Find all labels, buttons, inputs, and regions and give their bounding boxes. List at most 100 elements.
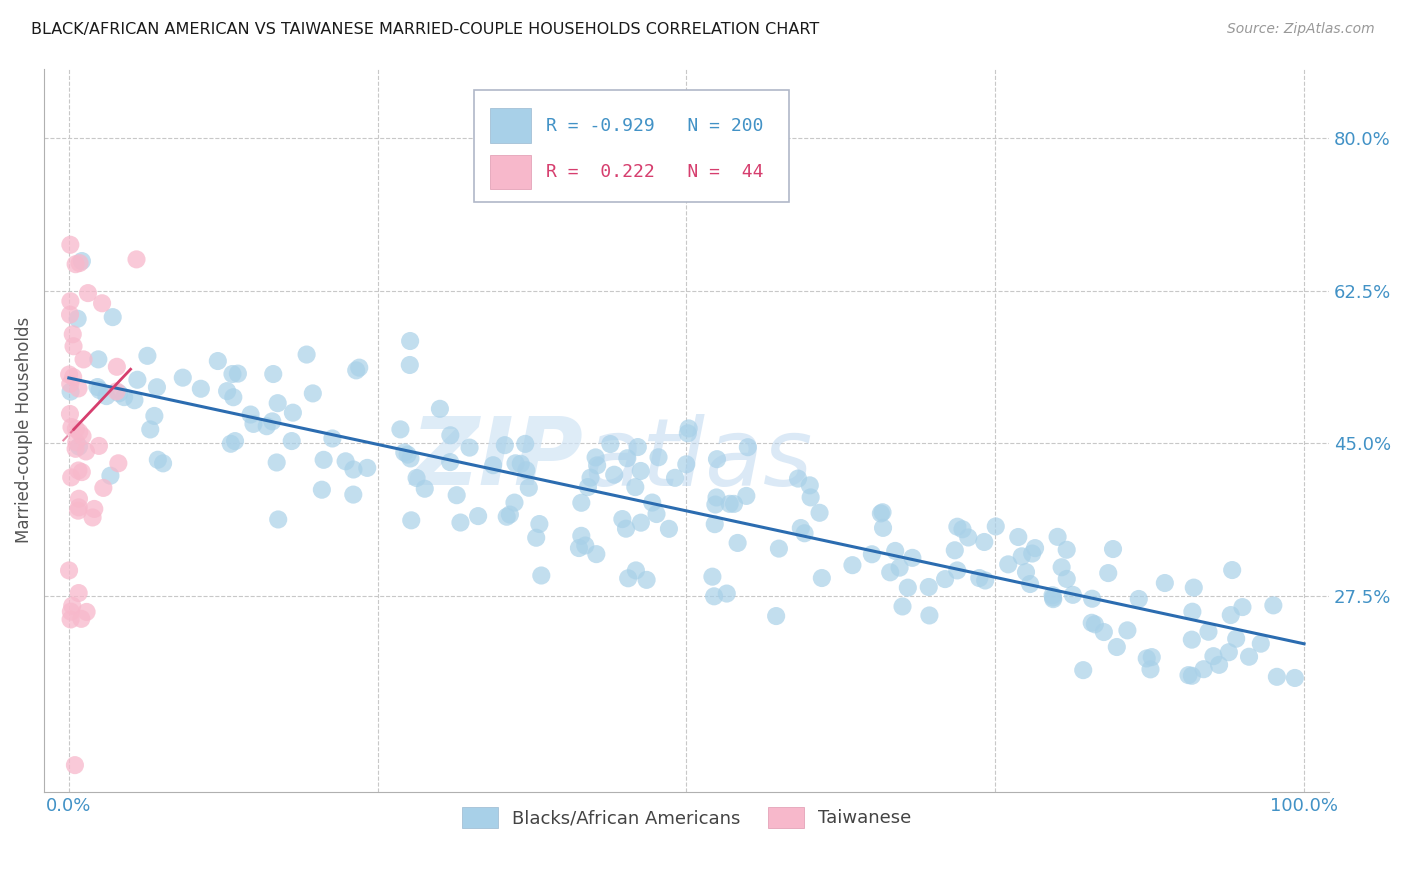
Point [568,541,591,555]
Point [1105,640,1128,654]
Point [1263,599,1285,613]
Point [515,463,537,477]
Point [1097,566,1119,580]
Point [702,569,724,583]
Point [735,489,758,503]
Point [678,421,700,435]
Point [841,558,863,573]
Point [737,440,759,454]
Point [1015,565,1038,579]
Point [59,237,82,252]
Point [1092,625,1115,640]
Point [636,573,658,587]
Point [1197,624,1219,639]
Point [112,390,135,404]
Point [974,574,997,588]
Point [515,437,537,451]
Point [503,495,526,509]
Point [405,471,427,485]
Point [811,571,834,585]
Point [675,458,697,472]
Point [494,438,516,452]
Point [1182,581,1205,595]
Point [1202,649,1225,664]
Point [616,451,638,466]
Point [574,539,596,553]
Point [107,456,129,470]
Point [1140,650,1163,665]
Point [918,608,941,623]
Point [585,547,607,561]
Point [439,428,461,442]
Point [645,507,668,521]
Point [1011,549,1033,564]
Point [100,468,122,483]
Point [1192,662,1215,676]
Text: ZIP: ZIP [411,413,583,505]
Point [389,422,412,436]
Point [62,370,84,384]
Point [1139,662,1161,676]
Point [399,513,422,527]
Point [267,396,290,410]
Point [396,448,419,462]
Point [69,256,91,270]
Point [1024,541,1046,555]
Point [647,450,669,465]
Point [569,529,592,543]
Point [704,498,727,512]
Point [65,257,87,271]
Point [1042,588,1064,602]
Point [356,461,378,475]
Point [1084,617,1107,632]
Point [301,386,323,401]
Text: R = -0.929   N = 200: R = -0.929 N = 200 [547,117,763,135]
Point [60,420,83,434]
Point [957,531,980,545]
Point [1225,632,1247,646]
Point [872,521,894,535]
Point [70,465,93,479]
Point [872,505,894,519]
Point [62,327,84,342]
Point [897,581,920,595]
Point [530,568,553,582]
Point [65,442,87,456]
Point [221,367,243,381]
Point [398,358,420,372]
Point [239,408,262,422]
Point [1265,670,1288,684]
Point [58,368,80,382]
Point [569,496,592,510]
Point [190,382,212,396]
Point [67,491,90,506]
Point [262,414,284,428]
Text: Source: ZipAtlas.com: Source: ZipAtlas.com [1227,22,1375,37]
Point [1071,663,1094,677]
Point [83,502,105,516]
Point [1021,547,1043,561]
Point [870,507,893,521]
Point [87,352,110,367]
Point [901,550,924,565]
Point [603,467,626,482]
Point [889,560,911,574]
Point [399,334,422,348]
Point [59,384,82,399]
Text: R =  0.222   N =  44: R = 0.222 N = 44 [547,163,763,181]
Point [67,500,90,515]
Point [59,308,82,322]
Point [172,370,194,384]
Point [108,386,131,401]
Point [1232,600,1254,615]
Point [517,481,540,495]
Point [280,434,302,448]
Point [146,452,169,467]
Point [1007,530,1029,544]
Point [509,457,531,471]
Point [449,516,471,530]
Point [624,563,647,577]
Point [86,380,108,394]
Point [1220,563,1243,577]
Point [1181,605,1204,619]
